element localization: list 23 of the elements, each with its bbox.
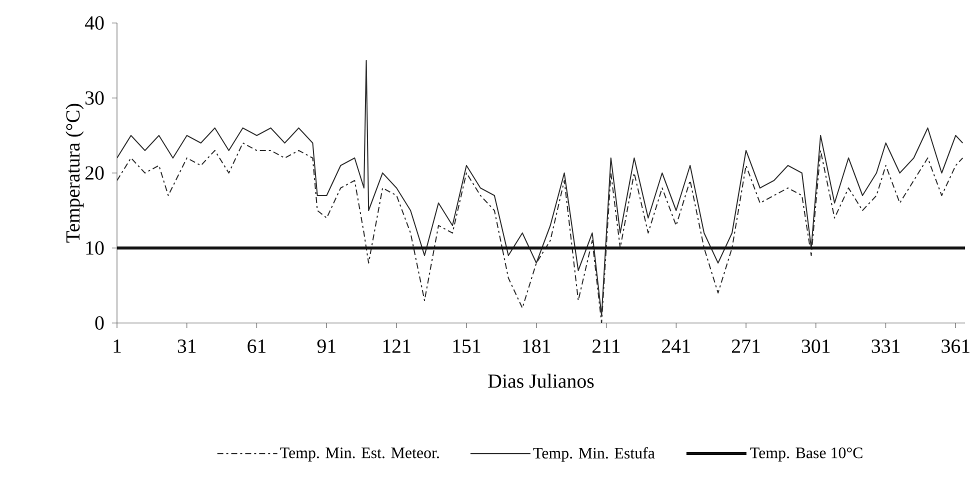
x-tick-label: 91 (317, 340, 336, 353)
x-tick-label: 61 (248, 340, 266, 353)
x-tick-label: 31 (178, 340, 196, 353)
x-tick-label: 271 (732, 340, 760, 353)
x-tick-label: 121 (383, 340, 410, 353)
x-tick-label: 301 (802, 340, 830, 353)
legend-label: Temp. Min. Estufa (533, 447, 655, 462)
x-tick-label: 331 (872, 340, 900, 353)
y-axis-title: Temperatura (°C) (66, 104, 84, 243)
y-tick-label: 40 (84, 16, 104, 30)
y-tick-label: 10 (86, 241, 104, 255)
x-tick-label: 151 (453, 340, 480, 353)
x-tick-label: 211 (592, 340, 620, 353)
x-tick-label: 241 (662, 340, 690, 353)
x-tick-label: 361 (942, 340, 970, 353)
legend-label: Temp. Base 10°C (750, 448, 862, 462)
y-tick-label: 20 (85, 166, 104, 180)
x-tick-label: 1 (114, 340, 121, 353)
x-axis-title: Dias Julianos (488, 374, 594, 388)
y-tick-label: 0 (95, 316, 104, 330)
y-tick-label: 30 (86, 91, 104, 105)
legend-label: Temp. Min. Est. Meteor. (280, 448, 439, 462)
x-tick-label: 181 (523, 340, 550, 353)
